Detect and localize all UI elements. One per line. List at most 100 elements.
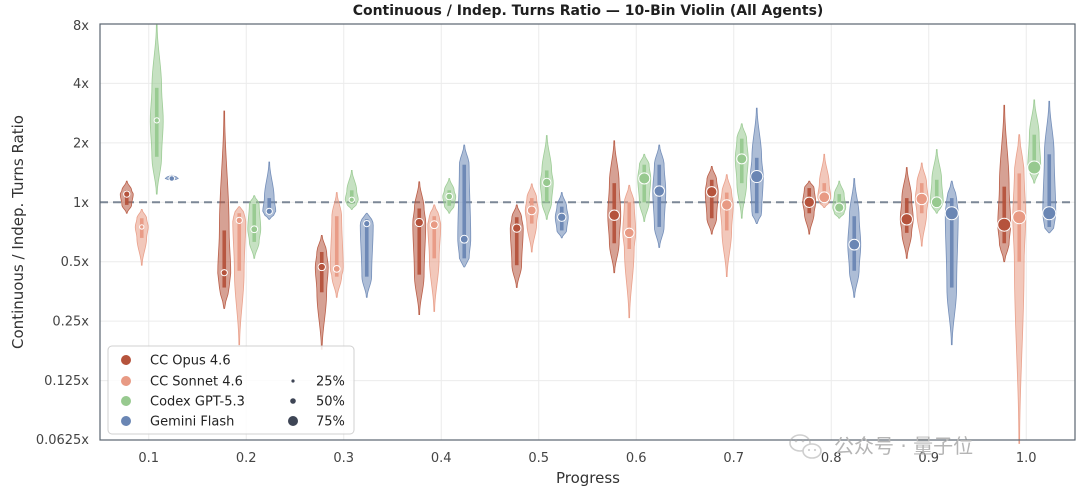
violin-body bbox=[262, 161, 277, 220]
legend-label-sonnet: CC Sonnet 4.6 bbox=[150, 375, 243, 390]
x-tick-label: 0.4 bbox=[431, 451, 452, 466]
legend-size-label-75: 75% bbox=[316, 415, 345, 430]
violin-median-point bbox=[139, 224, 145, 230]
x-tick-label: 0.6 bbox=[626, 451, 647, 466]
legend-swatch-gemini bbox=[121, 416, 131, 426]
violin-median-point bbox=[317, 262, 326, 272]
legend-swatch-sonnet bbox=[121, 376, 131, 386]
violin-median-point bbox=[803, 196, 815, 208]
violin-iqr-box bbox=[319, 251, 324, 293]
legend-size-label-50: 50% bbox=[316, 395, 345, 410]
violin-iqr-box bbox=[252, 204, 257, 242]
violin-iqr-box bbox=[222, 230, 227, 288]
legend-size-marker-75 bbox=[288, 416, 298, 426]
violin-median-point bbox=[459, 234, 469, 244]
violin-median-point bbox=[997, 217, 1012, 232]
violin-iqr-box bbox=[334, 216, 339, 277]
violin-median-point bbox=[930, 196, 943, 209]
violin-median-point bbox=[638, 172, 651, 185]
y-tick-label: 0.0625x bbox=[36, 433, 89, 448]
violin-iqr-box bbox=[267, 198, 272, 215]
violin-iqr-box bbox=[709, 179, 714, 219]
violin-median-point bbox=[736, 153, 748, 165]
violin-median-point bbox=[721, 199, 733, 211]
violin-median-point bbox=[123, 190, 131, 198]
wechat-icon bbox=[789, 434, 822, 459]
violin-median-point bbox=[542, 177, 552, 188]
watermark-text: 公众号 · 量子位 bbox=[834, 434, 973, 458]
legend-size-marker-50 bbox=[290, 398, 296, 404]
violin-iqr-box bbox=[1032, 134, 1037, 171]
legend-box bbox=[107, 345, 355, 435]
violin-median-point bbox=[623, 227, 635, 239]
violin-median-point bbox=[348, 196, 355, 203]
x-tick-label: 1.0 bbox=[1016, 451, 1037, 466]
violin-iqr-box bbox=[754, 157, 759, 214]
chart-title: Continuous / Indep. Turns Ratio — 10-Bin… bbox=[353, 3, 824, 19]
violin-median-point bbox=[818, 191, 831, 204]
violin-iqr-box bbox=[237, 213, 242, 271]
violin-median-point bbox=[153, 117, 160, 124]
violin-iqr-box bbox=[949, 198, 954, 288]
violin-body bbox=[344, 170, 359, 210]
violin-median-point bbox=[168, 175, 176, 182]
violin-iqr-box bbox=[364, 219, 369, 277]
violin-body bbox=[622, 184, 637, 319]
violin-iqr-box bbox=[1002, 186, 1007, 244]
legend-size-label-25: 25% bbox=[316, 375, 345, 390]
violin-body bbox=[314, 234, 329, 350]
y-tick-label: 0.125x bbox=[44, 374, 89, 389]
legend-swatch-codex bbox=[121, 396, 131, 406]
legend-swatch-opus bbox=[121, 355, 131, 365]
violin-iqr-box bbox=[627, 202, 632, 249]
violin-median-point bbox=[557, 212, 567, 222]
violin-median-point bbox=[414, 217, 424, 228]
x-tick-label: 0.8 bbox=[821, 451, 842, 466]
legend-label-codex: Codex GPT-5.3 bbox=[150, 395, 245, 410]
legend-size-marker-25 bbox=[291, 379, 295, 383]
y-tick-label: 0.25x bbox=[52, 315, 89, 330]
plot-frame bbox=[99, 23, 1076, 441]
x-tick-label: 0.5 bbox=[528, 451, 549, 466]
x-tick-label: 0.3 bbox=[333, 451, 354, 466]
violin-median-point bbox=[706, 186, 718, 198]
legend: CC Opus 4.6 CC Sonnet 4.6 Codex GPT-5.3 … bbox=[107, 345, 355, 435]
y-tick-label: 0.5x bbox=[61, 255, 90, 270]
violin-median-point bbox=[834, 202, 845, 213]
y-tick-label: 8x bbox=[73, 19, 89, 34]
x-axis-ticks: 0.1 0.2 0.3 0.4 0.5 0.6 0.7 0.8 0.9 1.0 bbox=[138, 451, 1036, 466]
y-tick-label: 1x bbox=[73, 196, 89, 211]
violin-median-point bbox=[1042, 206, 1057, 221]
violin-iqr-box bbox=[1047, 154, 1052, 227]
violin-plot-area bbox=[119, 24, 1057, 444]
violin-median-point bbox=[363, 219, 371, 228]
violin-median-point bbox=[653, 185, 665, 197]
x-tick-label: 0.1 bbox=[138, 451, 159, 466]
violin-median-point bbox=[429, 220, 439, 230]
violin-median-point bbox=[750, 170, 764, 184]
y-axis-label: Continuous / Indep. Turns Ratio bbox=[9, 115, 27, 349]
watermark: 公众号 · 量子位 bbox=[789, 434, 973, 459]
x-axis-label: Progress bbox=[556, 469, 620, 487]
violin-iqr-box bbox=[462, 164, 467, 259]
legend-label-gemini: Gemini Flash bbox=[150, 415, 234, 430]
y-tick-label: 4x bbox=[73, 77, 89, 92]
violin-median-point bbox=[944, 206, 959, 221]
violin-body bbox=[217, 110, 232, 309]
violin-iqr-box bbox=[724, 192, 729, 231]
x-tick-label: 0.7 bbox=[723, 451, 744, 466]
violin-iqr-box bbox=[514, 217, 519, 266]
y-tick-label: 2x bbox=[73, 136, 89, 151]
legend-label-opus: CC Opus 4.6 bbox=[150, 354, 231, 369]
violin-median-point bbox=[250, 225, 259, 234]
violin-iqr-box bbox=[417, 208, 422, 275]
violin-median-point bbox=[1027, 160, 1042, 175]
violin-iqr-box bbox=[934, 179, 939, 206]
violin-median-point bbox=[915, 192, 928, 206]
violin-median-point bbox=[445, 192, 454, 201]
violin-iqr-box bbox=[432, 216, 437, 259]
violin-median-point bbox=[512, 223, 522, 233]
violin-body bbox=[232, 206, 247, 346]
y-axis-ticks: 0.0625x 0.125x 0.25x 0.5x 1x 2x 4x 8x bbox=[36, 19, 89, 448]
